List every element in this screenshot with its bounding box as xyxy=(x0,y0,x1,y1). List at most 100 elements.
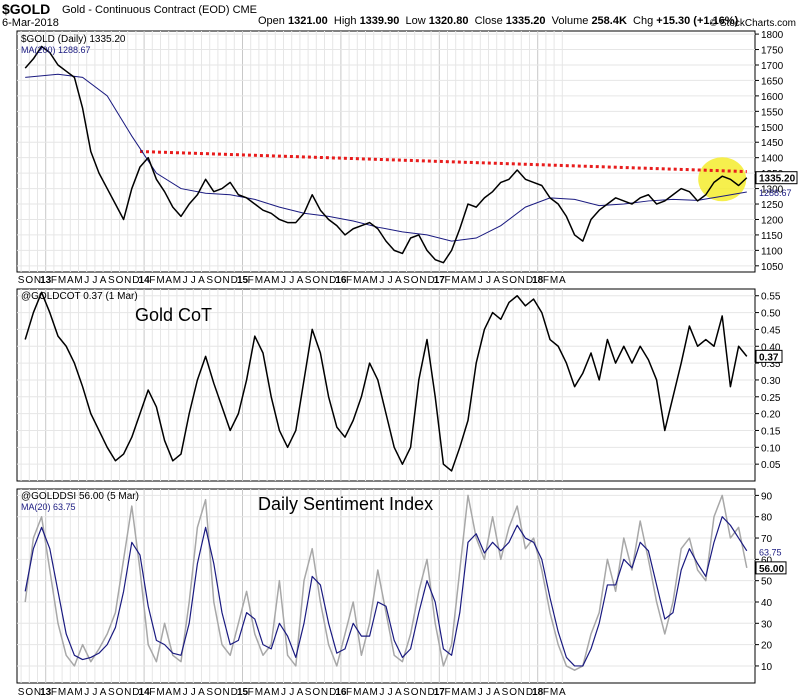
xaxis-bottom-label-26: D xyxy=(231,687,238,698)
xaxis-bottom-label-51: 17 xyxy=(434,687,446,698)
xaxis-bottom-label-59: S xyxy=(502,687,509,698)
xaxis-bottom-label-16: F xyxy=(149,687,155,698)
xaxis-bottom-label-31: M xyxy=(271,687,279,698)
xaxis-bottom-label-57: J xyxy=(486,687,491,698)
price-ytick-label-15: 1800 xyxy=(761,30,784,41)
xaxis-mid-label-9: J xyxy=(92,275,97,286)
xaxis-bottom-label-34: A xyxy=(297,687,304,698)
xaxis-bottom-label-1: O xyxy=(25,687,33,698)
xaxis-mid-label-32: J xyxy=(281,275,286,286)
price-ytick-label-10: 1550 xyxy=(761,107,784,118)
cot-ytick-label-0: 0.05 xyxy=(761,460,781,471)
xaxis-mid-label-62: D xyxy=(526,275,533,286)
stockcharts-credit: © StockCharts.com xyxy=(709,18,796,29)
xaxis-bottom-label-17: M xyxy=(156,687,164,698)
cot-ytick-label-7: 0.40 xyxy=(761,342,781,353)
dsi-last-box xyxy=(755,561,787,575)
open-value: 1321.00 xyxy=(287,15,328,27)
price-last-value: 1335.20 xyxy=(759,174,796,185)
xaxis-mid-label-20: J xyxy=(183,275,188,286)
xaxis-mid-label-31: M xyxy=(271,275,279,286)
xaxis-bottom-label-60: O xyxy=(509,687,517,698)
price-ytick-label-14: 1750 xyxy=(761,46,784,57)
xaxis-mid-label-40: F xyxy=(346,275,352,286)
xaxis-mid-label-5: M xyxy=(58,275,66,286)
xaxis-mid-label-16: F xyxy=(149,275,155,286)
xaxis-bottom-label-19: M xyxy=(173,687,181,698)
xaxis-bottom-label-25: N xyxy=(222,687,229,698)
dsi-last-value: 56.00 xyxy=(759,564,784,575)
cot-legend: @GOLDCOT 0.37 (1 Mar) xyxy=(21,291,138,302)
xaxis-mid-label-18: A xyxy=(165,275,172,286)
xaxis-mid-label-28: F xyxy=(248,275,254,286)
price-ytick-label-5: 1300 xyxy=(761,185,784,196)
cot-annotation: Gold CoT xyxy=(135,305,212,325)
xaxis-mid-label-35: S xyxy=(305,275,312,286)
dsi-legend: @GOLDDSI 56.00 (5 Mar) xyxy=(21,491,139,502)
xaxis-bottom-label-27: 15 xyxy=(237,687,249,698)
xaxis-mid-label-60: O xyxy=(509,275,517,286)
cot-last-value: 0.37 xyxy=(759,352,779,363)
xaxis-mid-label-29: M xyxy=(255,275,263,286)
xaxis-bottom-label-14: D xyxy=(132,687,139,698)
xaxis-bottom-label-40: F xyxy=(346,687,352,698)
chg-label: Chg xyxy=(633,15,654,27)
open-label: Open xyxy=(258,15,285,27)
price-ytick-label-11: 1600 xyxy=(761,92,784,103)
dsi-line xyxy=(24,494,748,671)
xaxis-mid-label-58: A xyxy=(493,275,500,286)
dsi-ytick-label-7: 80 xyxy=(761,513,773,524)
xaxis-bottom-label-48: O xyxy=(411,687,419,698)
low-value: 1320.80 xyxy=(428,15,469,27)
cot-ytick-label-5: 0.30 xyxy=(761,376,781,387)
high-label: High xyxy=(333,15,357,27)
xaxis-mid-label-6: A xyxy=(67,275,74,286)
xaxis-bottom-label-15: 14 xyxy=(139,687,151,698)
xaxis-mid-label-8: J xyxy=(84,275,89,286)
price-ma-last-value: 1288.67 xyxy=(759,188,792,198)
instrument-name: Gold - Continuous Contract (EOD) CME xyxy=(62,4,257,16)
xaxis-mid-label-50: D xyxy=(427,275,434,286)
low-label: Low xyxy=(405,15,426,27)
xaxis-bottom-label-13: N xyxy=(124,687,131,698)
xaxis-mid-label-7: M xyxy=(74,275,82,286)
xaxis-mid-label-65: M xyxy=(550,275,558,286)
dsi-ytick-label-8: 90 xyxy=(761,491,773,502)
xaxis-bottom-label-30: A xyxy=(264,687,271,698)
xaxis-bottom-label-12: O xyxy=(116,687,124,698)
xaxis-mid-label-11: S xyxy=(108,275,115,286)
xaxis-bottom-label-23: S xyxy=(206,687,213,698)
xaxis-bottom-label-63: 18 xyxy=(532,687,544,698)
close-label: Close xyxy=(474,15,503,27)
xaxis-bottom-label-18: A xyxy=(165,687,172,698)
xaxis-mid-label-55: M xyxy=(468,275,476,286)
dsi-ytick-label-6: 70 xyxy=(761,534,773,545)
resistance-trendline xyxy=(139,150,747,174)
xaxis-bottom-label-29: M xyxy=(255,687,263,698)
cot-ytick-label-3: 0.20 xyxy=(761,410,781,421)
xaxis-bottom-label-66: A xyxy=(559,687,566,698)
xaxis-mid-label-13: N xyxy=(124,275,131,286)
dsi-ytick-label-3: 40 xyxy=(761,598,773,609)
xaxis-bottom-label-45: J xyxy=(388,687,393,698)
xaxis-mid-label-56: J xyxy=(478,275,483,286)
high-value: 1339.90 xyxy=(359,15,400,27)
xaxis-mid-label-39: 16 xyxy=(335,275,347,286)
xaxis-bottom-label-11: S xyxy=(108,687,115,698)
xaxis-mid-label-26: D xyxy=(231,275,238,286)
cot-ytick-label-10: 0.55 xyxy=(761,292,781,303)
price-ytick-label-13: 1700 xyxy=(761,61,784,72)
price-line xyxy=(24,45,748,264)
price-ytick-label-7: 1400 xyxy=(761,154,784,165)
xaxis-mid-label-10: A xyxy=(100,275,107,286)
close-value: 1335.20 xyxy=(505,15,546,27)
price-ytick-label-9: 1500 xyxy=(761,123,784,134)
xaxis-mid-label-21: J xyxy=(191,275,196,286)
xaxis-bottom-label-49: N xyxy=(419,687,426,698)
xaxis-bottom-label-61: N xyxy=(518,687,525,698)
dsi-ytick-label-0: 10 xyxy=(761,662,773,673)
xaxis-bottom-label-21: J xyxy=(191,687,196,698)
xaxis-mid-label-14: D xyxy=(132,275,139,286)
xaxis-bottom-label-65: M xyxy=(550,687,558,698)
dsi-annotation: Daily Sentiment Index xyxy=(258,494,433,514)
